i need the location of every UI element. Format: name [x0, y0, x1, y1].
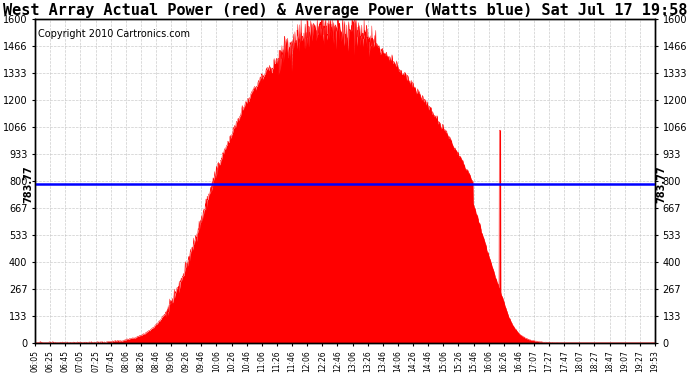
Title: West Array Actual Power (red) & Average Power (Watts blue) Sat Jul 17 19:58: West Array Actual Power (red) & Average … — [3, 3, 687, 18]
Text: 783.77: 783.77 — [23, 165, 34, 203]
Text: Copyright 2010 Cartronics.com: Copyright 2010 Cartronics.com — [38, 28, 190, 39]
Text: 783.77: 783.77 — [656, 165, 667, 203]
